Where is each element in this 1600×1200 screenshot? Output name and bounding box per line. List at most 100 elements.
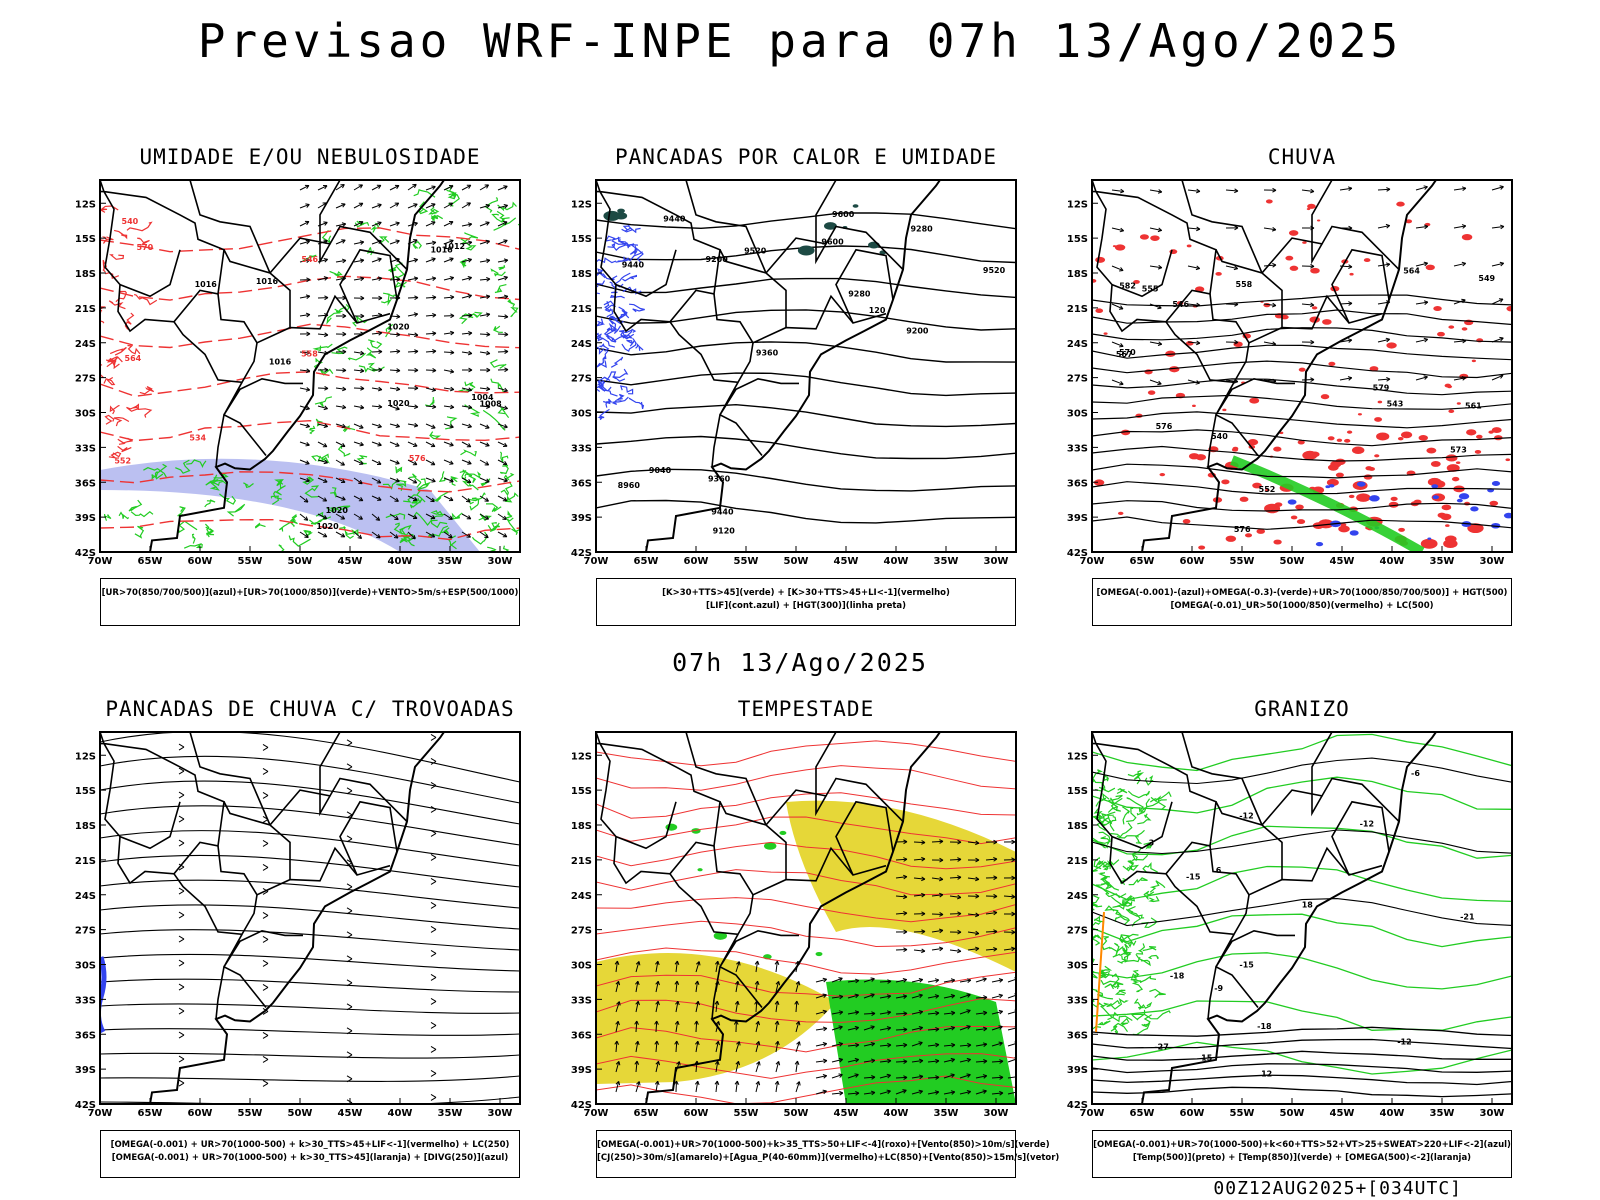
granizo-geography — [1092, 732, 1438, 1104]
legend-line: [LIF](cont.azul) + [HGT(300)](linha pret… — [705, 601, 907, 611]
lon-tick-label: 35W — [1430, 556, 1455, 567]
lon-tick-label: 35W — [438, 1108, 463, 1119]
panel-title: PANCADAS DE CHUVA C/ TROVOADAS — [105, 697, 515, 721]
contour-label: 9440 — [711, 507, 734, 516]
contour-label: 546 — [301, 255, 318, 264]
lon-tick-label: 45W — [338, 556, 363, 567]
lat-tick-label: 39S — [75, 513, 96, 524]
lon-tick-label: 45W — [1330, 556, 1355, 567]
chuva-geography — [1092, 180, 1438, 552]
panel-title: PANCADAS POR CALOR E UMIDADE — [614, 145, 997, 169]
lat-tick-label: 21S — [1067, 856, 1088, 867]
contour-label: 9200 — [706, 255, 729, 264]
lat-tick-label: 39S — [571, 1065, 592, 1076]
lon-tick-label: 30W — [984, 556, 1009, 567]
contour-label: 573 — [1450, 446, 1467, 455]
lat-tick-label: 42S — [1067, 548, 1088, 559]
lat-tick-label: 24S — [1067, 339, 1088, 350]
lon-tick-label: 65W — [1130, 556, 1155, 567]
contour-label: -6 — [1411, 769, 1420, 778]
lat-tick-label: 30S — [571, 961, 592, 972]
lon-tick-label: 50W — [784, 1108, 809, 1119]
panel-granizo: GRANIZO -6 -9 -12 -12 -15 -18 -21 -27 -18 -12 -15 12… — [1044, 697, 1524, 1178]
lat-tick-label: 42S — [75, 548, 96, 559]
lat-tick-label: 30S — [1067, 961, 1088, 972]
panel-legend: [OMEGA(-0.001)+UR>70(1000-500)+k>35_TTS>… — [596, 1130, 1059, 1178]
contour-label: 1016 — [430, 245, 453, 254]
lat-tick-label: 33S — [1067, 995, 1088, 1006]
lon-tick-label: 35W — [934, 1108, 959, 1119]
panel-umidade-nebulosidade: UMIDADE E/OU NEBULOSIDADE 1016 1016 1020 102… — [52, 145, 532, 626]
contour-label: 576 — [1234, 525, 1251, 534]
lat-tick-label: 36S — [1067, 1030, 1088, 1041]
lat-tick-label: 30S — [571, 409, 592, 420]
humidity-fields: 1016 101610201020101610201020101610121008… — [100, 183, 520, 552]
lon-tick-label: 30W — [488, 556, 513, 567]
lon-tick-label: 30W — [984, 1108, 1009, 1119]
contour-label: 540 — [122, 217, 139, 226]
pancadas-trovoadas-geography — [100, 732, 446, 1104]
contour-label: -15 — [1239, 960, 1254, 969]
panel-title: UMIDADE E/OU NEBULOSIDADE — [139, 145, 481, 169]
thunderstorm-fields — [100, 732, 520, 1104]
lat-tick-label: 21S — [571, 856, 592, 867]
lat-tick-label: 15S — [1067, 234, 1088, 245]
storm-fields — [596, 740, 1016, 1104]
lat-tick-label: 33S — [571, 995, 592, 1006]
lon-tick-label: 60W — [188, 556, 213, 567]
lon-tick-label: 45W — [1330, 1108, 1355, 1119]
contour-label: -12 — [1239, 811, 1253, 820]
contour-label: 561 — [1465, 401, 1482, 410]
pancadas-calor-umidade-geography — [596, 180, 942, 552]
lat-tick-label: 39S — [75, 1065, 96, 1076]
contour-label: 120 — [869, 306, 886, 315]
lon-tick-label: 55W — [734, 1108, 759, 1119]
contour-label: 9440 — [622, 260, 645, 269]
lat-tick-label: 24S — [75, 891, 96, 902]
lon-tick-label: 65W — [1130, 1108, 1155, 1119]
lat-tick-label: 33S — [75, 995, 96, 1006]
lat-tick-label: 42S — [75, 1100, 96, 1111]
lon-tick-label: 70W — [88, 556, 113, 567]
tempestade-geography — [596, 732, 942, 1104]
panel-legend: [OMEGA(-0.001)-(azul)+OMEGA(-0.3)-(verde… — [1092, 578, 1512, 626]
lat-tick-label: 21S — [571, 304, 592, 315]
legend-line: [UR>70(850/700/500)](azul)+[UR>70(1000/8… — [101, 588, 519, 598]
lat-tick-label: 36S — [75, 1030, 96, 1041]
contour-label: 1016 — [256, 277, 279, 286]
lon-tick-label: 55W — [238, 556, 263, 567]
lon-tick-label: 60W — [188, 1108, 213, 1119]
contour-label: 1020 — [316, 522, 339, 531]
lon-tick-label: 55W — [1230, 556, 1255, 567]
lat-tick-label: 24S — [1067, 891, 1088, 902]
lat-tick-label: 30S — [1067, 409, 1088, 420]
map-granizo: -6-9-12-12-15-18-21-27-18-12-15126151831… — [1067, 731, 1513, 1119]
map-pancadas-calor-umidade: 9600 9600 9520 9520 9440 9440 9440 9360 9280 9200… — [571, 179, 1017, 567]
lat-tick-label: 36S — [75, 478, 96, 489]
lat-tick-label: 21S — [1067, 304, 1088, 315]
lat-tick-label: 36S — [571, 1030, 592, 1041]
panel-pancadas-calor-umidade: PANCADAS POR CALOR E UMIDADE 9600 9600 9520… — [548, 145, 1028, 626]
contour-label: 1016 — [269, 358, 292, 367]
lon-tick-label: 45W — [834, 1108, 859, 1119]
legend-line: [K>30+TTS>45](verde) + [K>30+TTS>45+LI<-… — [662, 588, 950, 598]
lon-tick-label: 50W — [288, 556, 313, 567]
lon-tick-label: 60W — [1180, 556, 1205, 567]
lat-tick-label: 24S — [571, 891, 592, 902]
lon-tick-label: 70W — [88, 1108, 113, 1119]
run-time-footer: 00Z12AUG2025+[034UTC] — [1213, 1178, 1462, 1199]
contour-label: 570 — [1119, 348, 1136, 357]
lat-tick-label: 42S — [571, 548, 592, 559]
lon-tick-label: 70W — [1080, 556, 1105, 567]
lat-tick-label: 15S — [75, 786, 96, 797]
contour-label: 1016 — [195, 280, 218, 289]
lon-tick-label: 35W — [438, 556, 463, 567]
contour-label: 15 — [1201, 1053, 1213, 1062]
lat-tick-label: 27S — [75, 926, 96, 937]
lon-tick-label: 55W — [734, 556, 759, 567]
lat-tick-label: 24S — [571, 339, 592, 350]
